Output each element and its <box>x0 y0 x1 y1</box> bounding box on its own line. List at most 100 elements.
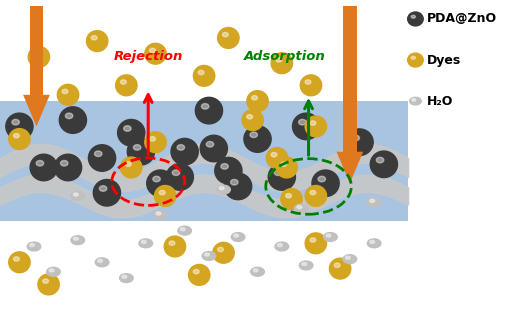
Ellipse shape <box>305 80 311 84</box>
Ellipse shape <box>123 126 131 131</box>
Circle shape <box>98 259 103 262</box>
Ellipse shape <box>171 138 198 165</box>
Ellipse shape <box>305 233 327 254</box>
Ellipse shape <box>198 70 204 75</box>
Bar <box>343 6 357 152</box>
Ellipse shape <box>169 241 175 245</box>
Ellipse shape <box>125 162 131 166</box>
Text: Rejection: Rejection <box>113 50 183 64</box>
Ellipse shape <box>145 43 166 64</box>
Circle shape <box>95 258 109 267</box>
Circle shape <box>275 242 289 251</box>
Ellipse shape <box>244 126 271 152</box>
Ellipse shape <box>14 257 19 261</box>
Text: H₂O: H₂O <box>427 94 453 108</box>
Ellipse shape <box>193 270 199 274</box>
Circle shape <box>156 212 161 215</box>
Ellipse shape <box>128 138 154 165</box>
Ellipse shape <box>247 115 252 119</box>
Circle shape <box>297 206 302 209</box>
Ellipse shape <box>271 53 293 74</box>
Bar <box>0 101 408 221</box>
Bar <box>30 6 43 95</box>
Ellipse shape <box>66 113 73 118</box>
Ellipse shape <box>9 129 30 149</box>
Circle shape <box>326 234 331 237</box>
Ellipse shape <box>188 264 210 285</box>
Ellipse shape <box>117 119 145 146</box>
Circle shape <box>253 269 258 272</box>
Ellipse shape <box>330 258 351 279</box>
Ellipse shape <box>54 154 82 181</box>
Circle shape <box>412 99 416 101</box>
Ellipse shape <box>60 161 68 166</box>
Ellipse shape <box>293 113 320 140</box>
Ellipse shape <box>334 263 340 267</box>
Ellipse shape <box>134 145 141 150</box>
Ellipse shape <box>196 97 223 124</box>
Ellipse shape <box>223 33 228 37</box>
Circle shape <box>295 204 308 213</box>
Circle shape <box>71 191 84 200</box>
Ellipse shape <box>38 274 59 295</box>
Ellipse shape <box>305 116 327 137</box>
Ellipse shape <box>217 247 224 252</box>
Ellipse shape <box>206 142 214 147</box>
Circle shape <box>74 193 78 196</box>
Ellipse shape <box>310 191 316 195</box>
Ellipse shape <box>370 151 397 178</box>
Circle shape <box>119 274 133 283</box>
Circle shape <box>367 239 381 248</box>
Text: Adsorption: Adsorption <box>243 50 325 64</box>
Ellipse shape <box>94 151 102 156</box>
Ellipse shape <box>147 170 174 197</box>
Ellipse shape <box>268 164 296 190</box>
Ellipse shape <box>36 161 44 166</box>
Circle shape <box>409 97 421 105</box>
Ellipse shape <box>200 135 228 162</box>
Ellipse shape <box>310 238 316 242</box>
Ellipse shape <box>149 48 155 52</box>
Circle shape <box>370 199 374 202</box>
Ellipse shape <box>57 84 79 105</box>
Circle shape <box>324 233 337 241</box>
Circle shape <box>71 236 84 245</box>
Circle shape <box>277 244 282 246</box>
Ellipse shape <box>305 185 327 206</box>
Ellipse shape <box>30 154 57 181</box>
Circle shape <box>180 228 185 231</box>
Ellipse shape <box>201 104 209 109</box>
Ellipse shape <box>88 145 116 171</box>
Ellipse shape <box>242 110 263 131</box>
Circle shape <box>299 261 313 270</box>
Ellipse shape <box>59 107 86 133</box>
Ellipse shape <box>149 137 155 141</box>
Ellipse shape <box>408 12 423 26</box>
Ellipse shape <box>300 75 322 96</box>
Ellipse shape <box>28 46 50 67</box>
Circle shape <box>27 242 41 251</box>
Ellipse shape <box>12 119 19 125</box>
Ellipse shape <box>218 27 239 48</box>
Ellipse shape <box>231 179 238 185</box>
Circle shape <box>139 239 152 248</box>
Ellipse shape <box>91 36 97 40</box>
Circle shape <box>231 233 245 241</box>
Ellipse shape <box>281 162 287 166</box>
Ellipse shape <box>312 170 339 197</box>
Ellipse shape <box>93 179 120 206</box>
Ellipse shape <box>33 52 39 56</box>
Ellipse shape <box>43 279 49 283</box>
Ellipse shape <box>318 176 326 182</box>
Circle shape <box>202 252 216 260</box>
Circle shape <box>367 198 381 207</box>
Circle shape <box>142 240 146 243</box>
Ellipse shape <box>247 91 268 112</box>
Ellipse shape <box>213 242 234 263</box>
Ellipse shape <box>86 31 108 52</box>
Ellipse shape <box>271 153 277 157</box>
Ellipse shape <box>408 53 423 67</box>
Ellipse shape <box>9 252 30 273</box>
Circle shape <box>178 226 192 235</box>
Circle shape <box>205 253 209 256</box>
